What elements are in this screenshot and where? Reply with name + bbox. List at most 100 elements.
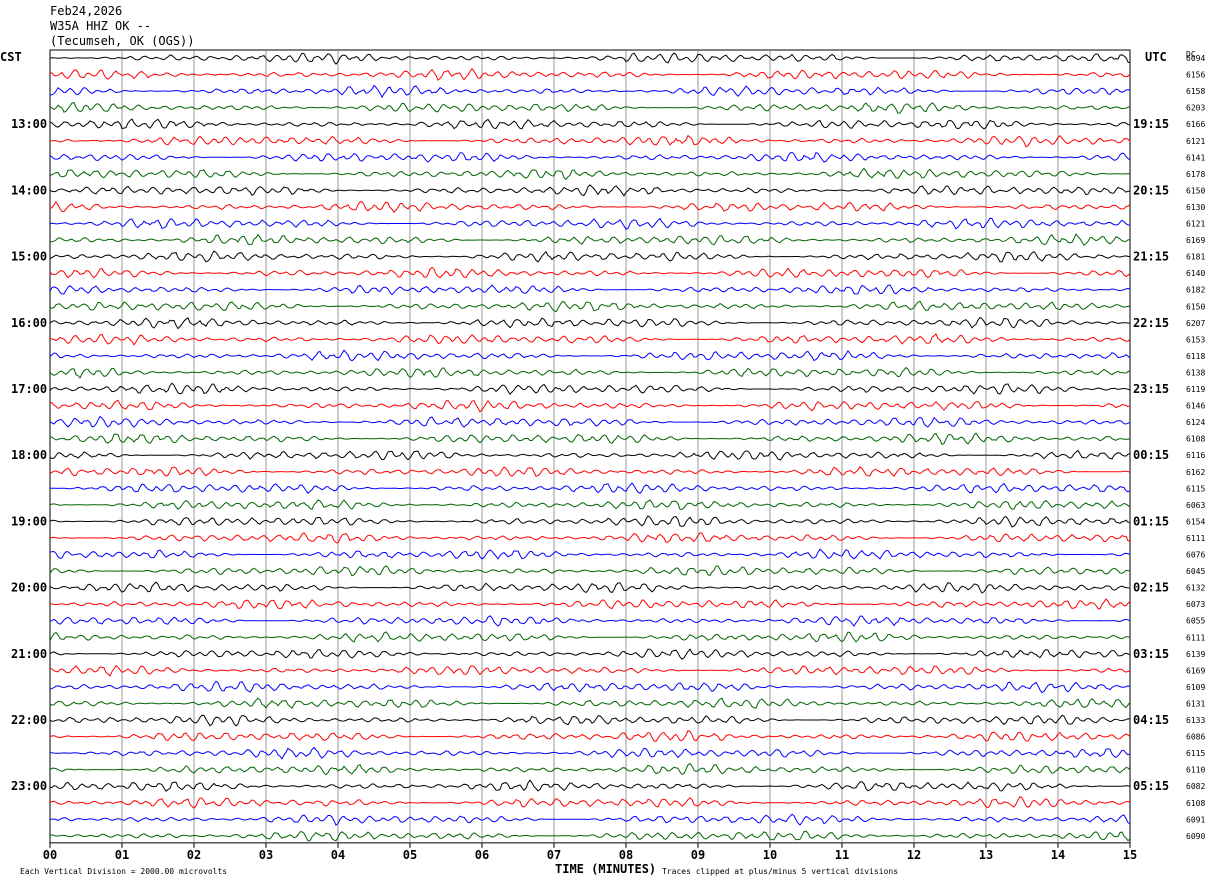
left-hour-label: 16:00: [11, 316, 47, 330]
dc-offset-label: 6121: [1186, 220, 1205, 229]
dc-offset-label: 6091: [1186, 815, 1205, 824]
dc-offset-label: 6111: [1186, 633, 1205, 642]
dc-offset-label: 6140: [1186, 269, 1205, 278]
seismic-trace: [49, 316, 1131, 330]
right-hour-label: 19:15: [1133, 117, 1169, 131]
dc-offset-label: 6119: [1186, 385, 1205, 394]
left-hour-label: 15:00: [11, 250, 47, 264]
dc-offset-label: 6118: [1186, 352, 1205, 361]
seismic-trace: [49, 515, 1131, 528]
left-timezone-label: CST: [0, 50, 22, 64]
dc-offset-label: 6108: [1186, 435, 1205, 444]
x-tick-label: 01: [115, 848, 129, 862]
x-tick-label: 14: [1051, 848, 1065, 862]
dc-offset-label: 6150: [1186, 186, 1205, 195]
plot-date: Feb24,2026: [50, 4, 123, 18]
dc-offset-label: 6153: [1186, 335, 1205, 344]
left-hour-label: 22:00: [11, 713, 47, 727]
left-hour-label: 14:00: [11, 183, 47, 197]
seismic-trace: [49, 134, 1131, 148]
seismic-trace: [49, 67, 1131, 82]
left-hour-label: 17:00: [11, 382, 47, 396]
seismic-trace: [49, 366, 1131, 379]
seismic-trace: [49, 382, 1131, 395]
x-tick-label: 04: [331, 848, 345, 862]
dc-offset-label: 6146: [1186, 402, 1205, 411]
seismic-trace: [49, 167, 1130, 181]
seismic-trace: [49, 399, 1131, 413]
plot-frame: [49, 49, 1131, 844]
dc-offset-label: 6116: [1186, 451, 1205, 460]
seismic-trace: [49, 532, 1131, 544]
right-timezone-label: UTC: [1145, 50, 1167, 64]
dc-offset-label: 6055: [1186, 617, 1205, 626]
dc-offset-header: DC: [1186, 50, 1196, 59]
right-hour-label: 23:15: [1133, 382, 1169, 396]
right-hour-label: 03:15: [1133, 647, 1169, 661]
x-tick-label: 08: [619, 848, 633, 862]
dc-offset-label: 6203: [1186, 104, 1205, 113]
x-tick-label: 02: [187, 848, 201, 862]
left-hour-label: 23:00: [11, 779, 47, 793]
x-tick-label: 13: [979, 848, 993, 862]
dc-offset-label: 6094: [1186, 54, 1205, 63]
seismic-trace: [49, 284, 1131, 296]
seismic-trace: [49, 432, 1131, 446]
right-hour-label: 05:15: [1133, 779, 1169, 793]
seismic-trace: [49, 680, 1131, 694]
x-tick-label: 07: [547, 848, 561, 862]
station-location: (Tecumseh, OK (OGS)): [50, 34, 195, 48]
dc-offset-label: 6166: [1186, 120, 1205, 129]
left-hour-label: 13:00: [11, 117, 47, 131]
dc-offset-label: 6178: [1186, 170, 1205, 179]
seismic-trace: [49, 499, 1131, 510]
x-tick-label: 00: [43, 848, 57, 862]
seismic-trace: [49, 349, 1131, 362]
dc-offset-label: 6111: [1186, 534, 1205, 543]
x-tick-label: 05: [403, 848, 417, 862]
seismic-trace: [49, 746, 1131, 760]
dc-offset-label: 6063: [1186, 501, 1205, 510]
dc-offset-label: 6086: [1186, 733, 1205, 742]
seismic-trace: [49, 730, 1131, 742]
dc-offset-label: 6131: [1186, 699, 1205, 708]
seismic-trace: [49, 813, 1131, 826]
dc-offset-label: 6158: [1186, 87, 1205, 96]
dc-offset-label: 6121: [1186, 137, 1205, 146]
seismic-trace: [49, 84, 1131, 99]
dc-offset-label: 6076: [1186, 551, 1205, 560]
right-hour-label: 01:15: [1133, 514, 1169, 528]
dc-offset-label: 6045: [1186, 567, 1205, 576]
dc-offset-label: 6150: [1186, 302, 1205, 311]
x-tick-label: 03: [259, 848, 273, 862]
dc-offset-label: 6073: [1186, 600, 1205, 609]
right-hour-label: 21:15: [1133, 250, 1169, 264]
dc-offset-label: 6124: [1186, 418, 1205, 427]
dc-offset-label: 6156: [1186, 71, 1205, 80]
dc-offset-label: 6162: [1186, 468, 1205, 477]
seismic-trace: [49, 415, 1131, 428]
right-hour-label: 00:15: [1133, 448, 1169, 462]
seismic-trace: [49, 333, 1131, 346]
dc-offset-label: 6182: [1186, 286, 1205, 295]
dc-offset-label: 6154: [1186, 517, 1205, 526]
x-tick-label: 11: [835, 848, 849, 862]
right-hour-label: 02:15: [1133, 581, 1169, 595]
seismic-trace: [49, 697, 1131, 709]
x-tick-label: 06: [475, 848, 489, 862]
x-tick-label: 15: [1123, 848, 1137, 862]
scale-note: Each Vertical Division = 2000.00 microvo…: [20, 867, 228, 876]
dc-offset-label: 6132: [1186, 584, 1205, 593]
left-hour-label: 20:00: [11, 581, 47, 595]
seismic-trace: [49, 779, 1131, 792]
seismic-trace: [49, 52, 1131, 65]
clip-note: Traces clipped at plus/minus 5 vertical …: [662, 867, 899, 876]
seismic-trace: [49, 217, 1131, 230]
dc-offset-label: 6133: [1186, 716, 1205, 725]
right-hour-label: 04:15: [1133, 713, 1169, 727]
dc-offset-label: 6109: [1186, 683, 1205, 692]
seismic-trace: [49, 830, 1131, 842]
dc-offset-label: 6115: [1186, 749, 1205, 758]
seismic-trace: [49, 565, 1130, 577]
